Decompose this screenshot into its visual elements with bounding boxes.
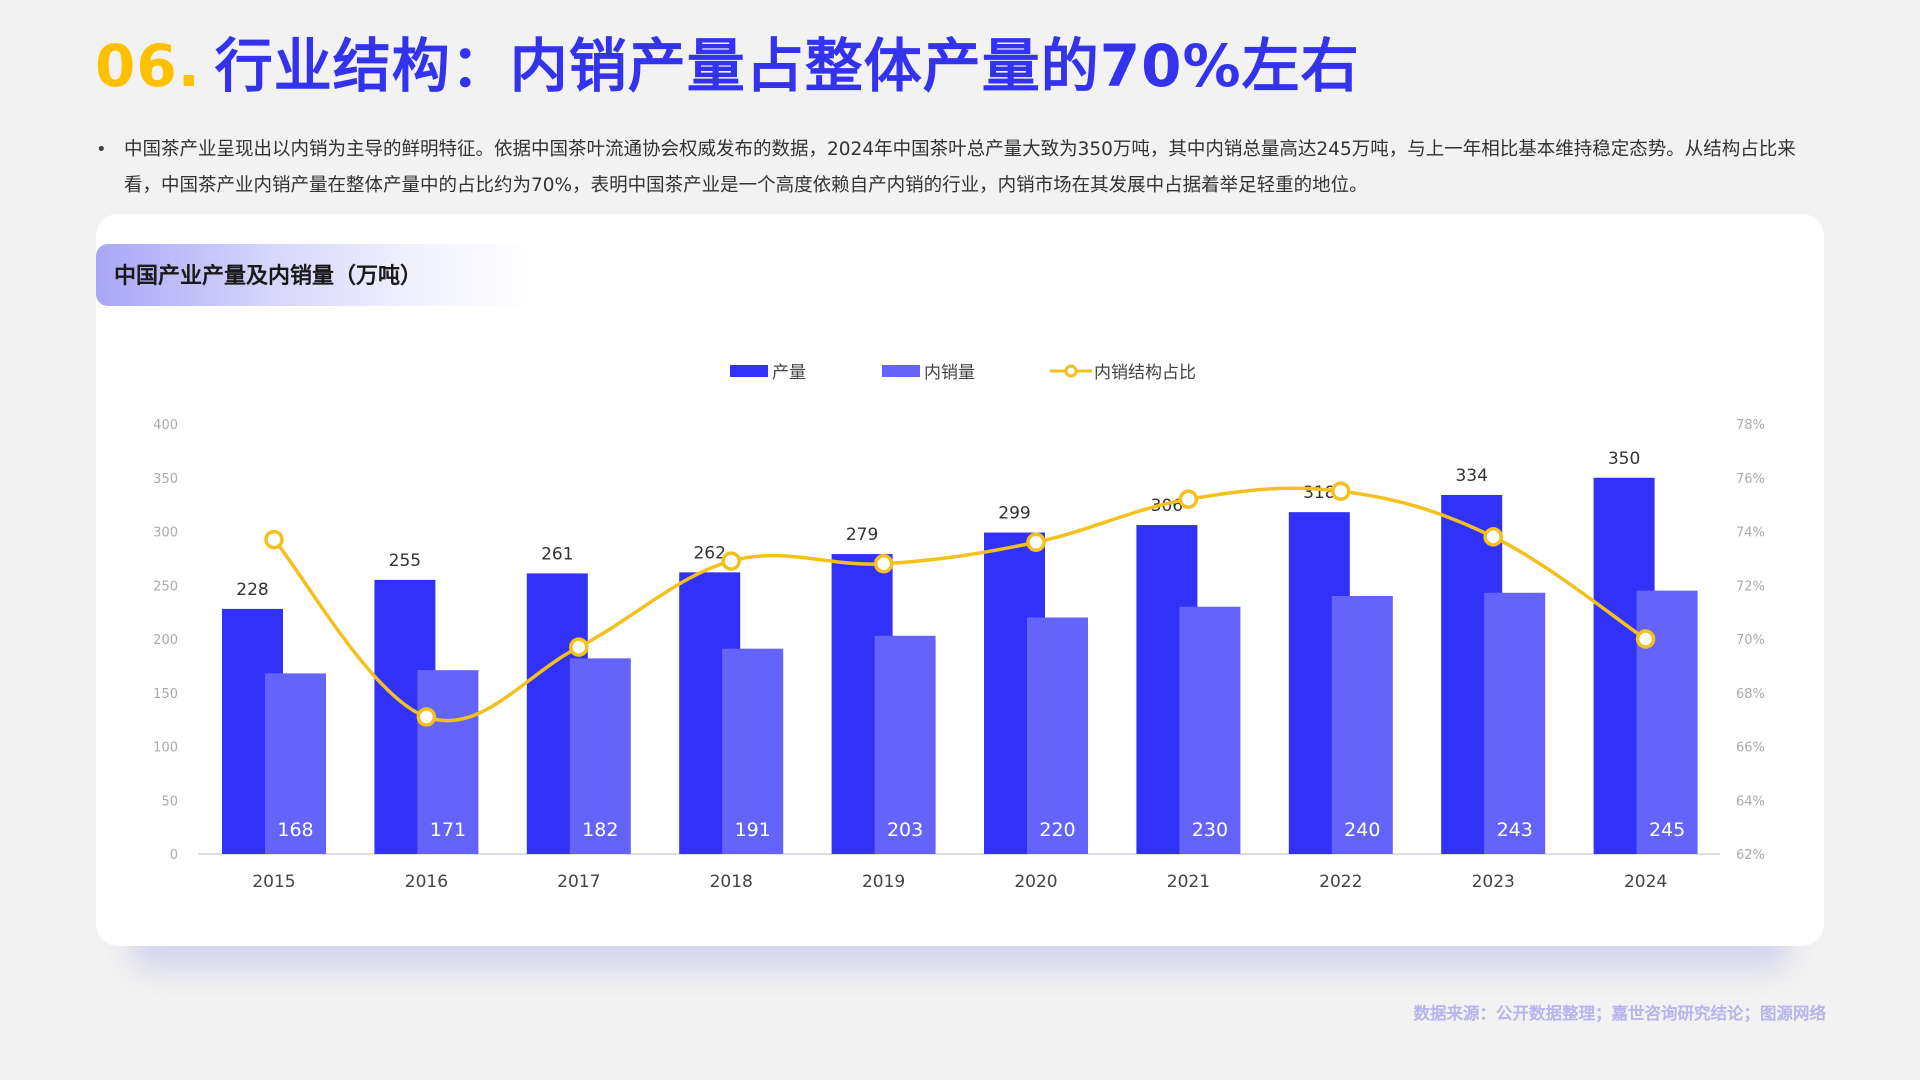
legend-item-domestic[interactable]: 内销量 bbox=[882, 358, 975, 383]
ratio-point-marker[interactable] bbox=[1331, 481, 1351, 501]
production-value-label: 318 bbox=[1303, 483, 1335, 503]
domestic-value-label: 245 bbox=[1649, 819, 1685, 841]
production-value-label: 334 bbox=[1455, 466, 1487, 486]
x-axis-year-label: 2016 bbox=[405, 872, 448, 892]
y-right-tick: 74% bbox=[1736, 526, 1765, 541]
x-axis-year-label: 2024 bbox=[1624, 872, 1667, 892]
x-axis-year-label: 2019 bbox=[862, 872, 905, 892]
x-axis-year-label: 2017 bbox=[557, 872, 600, 892]
domestic-value-label: 220 bbox=[1039, 819, 1075, 841]
y-left-tick: 150 bbox=[153, 687, 178, 702]
ratio-point-marker[interactable] bbox=[721, 551, 741, 571]
y-left-tick: 250 bbox=[153, 579, 178, 594]
legend-line-marker-icon bbox=[1050, 364, 1092, 377]
y-right-tick: 76% bbox=[1736, 472, 1765, 487]
y-left-tick: 400 bbox=[153, 418, 178, 433]
chart-title: 中国产业产量及内销量（万吨） bbox=[114, 264, 423, 289]
summary-text: 中国茶产业呈现出以内销为主导的鲜明特征。依据中国茶叶流通协会权威发布的数据，20… bbox=[124, 139, 1796, 196]
y-right-tick: 70% bbox=[1736, 633, 1765, 648]
bar-domestic[interactable] bbox=[569, 658, 631, 854]
y-right-tick: 66% bbox=[1736, 741, 1765, 756]
ratio-line bbox=[272, 486, 1647, 723]
page-title: 06. 行业结构：内销产量占整体产量的70%左右 bbox=[95, 28, 1360, 104]
domestic-value-label: 230 bbox=[1192, 819, 1228, 841]
y-left-tick: 200 bbox=[153, 633, 178, 648]
ratio-point-marker[interactable] bbox=[1178, 489, 1199, 509]
y-left-tick: 350 bbox=[153, 472, 178, 487]
production-value-label: 228 bbox=[236, 580, 268, 600]
ratio-point-marker[interactable] bbox=[569, 637, 589, 657]
legend-swatch-production bbox=[730, 364, 768, 377]
y-right-tick: 78% bbox=[1736, 418, 1765, 433]
y-left-tick: 0 bbox=[170, 848, 178, 863]
domestic-value-label: 168 bbox=[277, 819, 313, 841]
legend-item-production[interactable]: 产量 bbox=[730, 358, 806, 383]
chart-title-banner: 中国产业产量及内销量（万吨） bbox=[96, 244, 536, 306]
ratio-point-marker[interactable] bbox=[1483, 527, 1503, 547]
x-axis-year-label: 2021 bbox=[1167, 872, 1210, 892]
data-source: 数据来源：公开数据整理；嘉世咨询研究结论；图源网络 bbox=[1413, 1004, 1827, 1023]
legend-label: 内销量 bbox=[924, 363, 975, 383]
x-axis-year-label: 2023 bbox=[1472, 872, 1515, 892]
page-title-text: 行业结构：内销产量占整体产量的70%左右 bbox=[214, 32, 1360, 100]
y-left-tick: 300 bbox=[153, 526, 178, 541]
ratio-point-marker[interactable] bbox=[873, 554, 894, 574]
legend-swatch-domestic bbox=[882, 364, 920, 377]
production-value-label: 350 bbox=[1608, 449, 1640, 469]
y-right-tick: 64% bbox=[1736, 794, 1765, 809]
domestic-value-label: 243 bbox=[1497, 819, 1533, 841]
bar-domestic[interactable] bbox=[1484, 592, 1546, 854]
production-value-label: 261 bbox=[541, 544, 573, 564]
y-left-tick: 100 bbox=[153, 741, 178, 756]
x-axis-year-label: 2015 bbox=[252, 872, 295, 892]
legend-item-ratio[interactable]: 内销结构占比 bbox=[1050, 358, 1196, 383]
x-axis-year-label: 2020 bbox=[1014, 872, 1057, 892]
bar-domestic[interactable] bbox=[1179, 606, 1241, 854]
bar-domestic[interactable] bbox=[265, 673, 326, 854]
summary-bullet: • 中国茶产业呈现出以内销为主导的鲜明特征。依据中国茶叶流通协会权威发布的数据，… bbox=[96, 132, 1826, 204]
domestic-value-label: 182 bbox=[582, 819, 618, 841]
domestic-value-label: 240 bbox=[1344, 819, 1380, 841]
bar-domestic[interactable] bbox=[1331, 596, 1393, 854]
domestic-value-label: 203 bbox=[887, 819, 923, 841]
section-number: 06. bbox=[95, 32, 201, 100]
production-value-label: 255 bbox=[389, 551, 421, 571]
domestic-value-label: 191 bbox=[735, 819, 771, 841]
y-left-tick: 50 bbox=[161, 794, 178, 809]
ratio-point-marker[interactable] bbox=[264, 529, 284, 550]
bar-domestic[interactable] bbox=[1027, 617, 1088, 855]
ratio-point-marker[interactable] bbox=[1635, 629, 1656, 649]
production-value-label: 279 bbox=[846, 525, 878, 545]
production-value-label: 299 bbox=[998, 504, 1030, 524]
production-value-label: 262 bbox=[693, 543, 725, 563]
bar-domestic[interactable] bbox=[722, 648, 784, 854]
x-axis-year-label: 2022 bbox=[1319, 872, 1362, 892]
legend-label: 内销结构占比 bbox=[1094, 363, 1196, 383]
ratio-point-marker[interactable] bbox=[416, 707, 437, 727]
y-right-tick: 68% bbox=[1736, 687, 1765, 702]
y-right-tick: 72% bbox=[1736, 579, 1765, 594]
bar-domestic[interactable] bbox=[874, 635, 936, 854]
ratio-point-marker[interactable] bbox=[1026, 532, 1046, 552]
y-right-tick: 62% bbox=[1736, 848, 1765, 863]
x-axis-year-label: 2018 bbox=[710, 872, 753, 892]
bar-domestic[interactable] bbox=[417, 670, 479, 854]
domestic-value-label: 171 bbox=[430, 819, 466, 841]
legend-label: 产量 bbox=[772, 363, 806, 383]
chart-legend: 产量 内销量 内销结构占比 bbox=[0, 358, 1920, 388]
bullet-icon: • bbox=[96, 139, 107, 160]
